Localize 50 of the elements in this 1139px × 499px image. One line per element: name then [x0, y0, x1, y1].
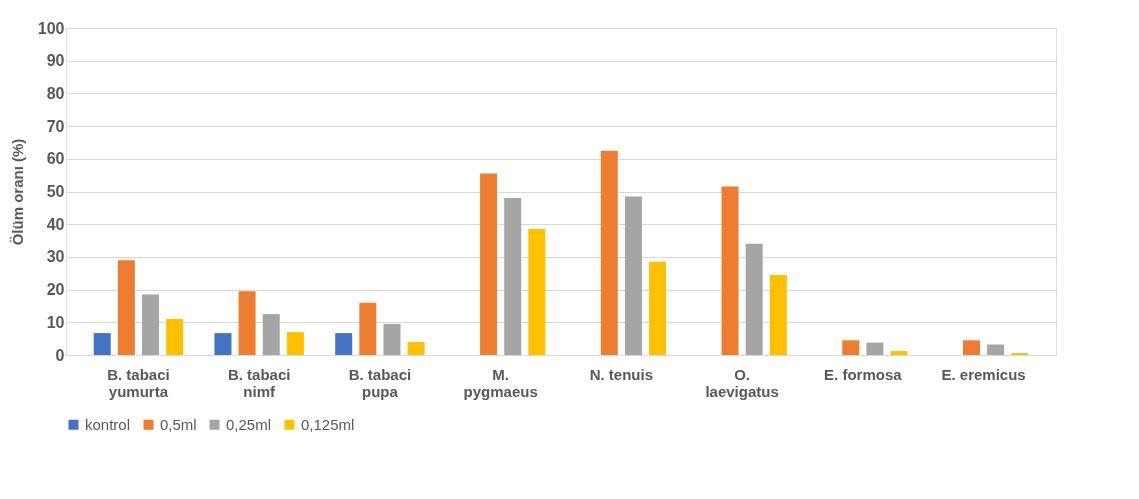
y-tick-label: 10: [46, 313, 65, 331]
bar: [238, 291, 256, 355]
x-tick-label: O. laevigatus: [705, 365, 779, 400]
y-tick-label: 40: [46, 215, 65, 233]
x-tick-label: B. tabaci yumurta: [107, 365, 170, 400]
bar: [649, 261, 667, 355]
bar: [214, 333, 232, 355]
bar: [407, 341, 425, 355]
bar: [504, 198, 522, 355]
bar: [769, 274, 787, 355]
x-tick-label: B. tabaci pupa: [348, 365, 412, 400]
bar: [262, 314, 280, 355]
bar: [528, 229, 546, 355]
x-tick-label: E. formosa: [824, 365, 903, 383]
legend-label: 0,5ml: [160, 415, 197, 433]
legend-label: 0,125ml: [301, 415, 355, 433]
bar: [842, 340, 860, 355]
bar: [962, 340, 980, 355]
y-axis-title: Ölüm oranı (%): [8, 138, 26, 246]
legend-label: kontrol: [85, 415, 131, 433]
bar: [987, 344, 1005, 355]
bar: [93, 333, 111, 355]
y-tick-label: 100: [37, 19, 65, 37]
y-tick-label: 50: [46, 183, 65, 200]
y-tick-label: 80: [46, 84, 65, 102]
bar: [600, 150, 618, 355]
bar: [383, 323, 401, 355]
bar: [624, 196, 642, 355]
y-tick-label: 30: [46, 248, 65, 266]
bar: [745, 243, 763, 355]
y-tick-label: 0: [55, 346, 65, 364]
bar: [117, 260, 135, 355]
bar: [721, 186, 739, 355]
y-tick-label: 90: [46, 52, 65, 70]
x-tick-label: M. pygmaeus: [463, 365, 538, 400]
bar: [480, 173, 498, 355]
bar: [359, 302, 377, 355]
y-tick-label: 20: [46, 281, 65, 299]
legend-label: 0,25ml: [226, 415, 272, 433]
x-tick-label: N. tenuis: [589, 365, 654, 383]
bar: [866, 342, 884, 355]
x-tick-label: E. eremicus: [941, 365, 1026, 383]
bar: [166, 319, 184, 355]
y-tick-label: 60: [46, 150, 65, 168]
bar: [286, 332, 304, 355]
bar: [335, 333, 353, 355]
y-tick-label: 70: [46, 117, 65, 135]
bar: [142, 294, 160, 355]
x-tick-label: B. tabaci nimf: [227, 365, 291, 400]
bar: [890, 351, 908, 355]
